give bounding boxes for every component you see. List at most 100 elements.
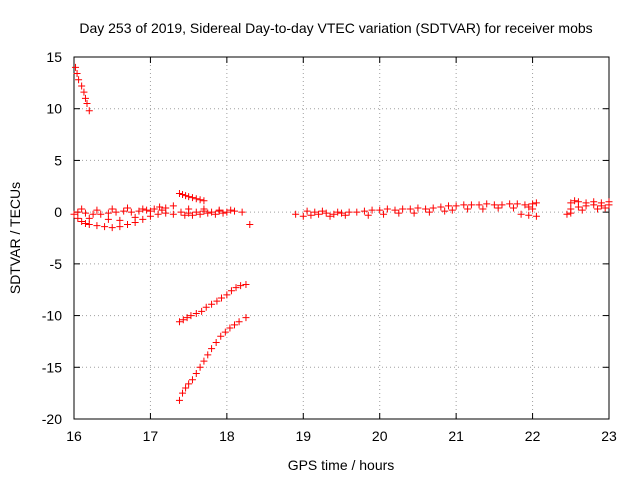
data-point-main-band xyxy=(422,205,430,213)
data-point-main-band xyxy=(135,207,143,215)
data-point-lower-arc xyxy=(235,318,243,326)
data-point-main-band xyxy=(78,217,86,225)
data-point-lower-arc xyxy=(217,332,225,340)
data-point-middle-arc xyxy=(175,318,183,326)
x-tick-label: 19 xyxy=(295,428,311,444)
data-point-main-band xyxy=(81,209,89,217)
data-point-main-band xyxy=(124,221,131,229)
x-tick-label: 17 xyxy=(143,428,159,444)
data-point-early-decline xyxy=(78,82,86,90)
data-point-main-band xyxy=(395,209,403,217)
data-point-lower-arc xyxy=(196,363,204,371)
data-point-main-band xyxy=(104,209,112,217)
data-point-main-band xyxy=(162,204,170,212)
data-point-main-band xyxy=(93,206,101,214)
data-point-lower-arc xyxy=(175,396,183,404)
data-point-main-band xyxy=(567,199,575,207)
data-point-main-band xyxy=(445,202,452,210)
data-point-main-band xyxy=(70,210,78,218)
data-point-lower-arc xyxy=(200,357,208,365)
data-point-main-band xyxy=(169,202,177,210)
data-point-main-band xyxy=(208,208,216,216)
data-point-main-band xyxy=(498,201,506,209)
data-point-main-band xyxy=(364,211,372,219)
data-point-main-band xyxy=(326,212,334,220)
y-tick-label: -20 xyxy=(42,411,62,427)
y-tick-label: -5 xyxy=(50,256,63,272)
data-point-middle-arc xyxy=(237,282,245,290)
data-point-main-band xyxy=(181,211,189,219)
data-point-main-band xyxy=(605,201,613,209)
data-point-main-band xyxy=(104,215,112,223)
data-point-middle-arc xyxy=(242,281,250,289)
data-point-main-band xyxy=(567,209,575,217)
data-point-main-band xyxy=(185,205,193,213)
data-point-main-band xyxy=(97,210,105,218)
data-point-upper-short-arc xyxy=(196,196,204,204)
data-point-middle-arc xyxy=(227,287,235,295)
data-point-main-band xyxy=(81,220,89,228)
x-tick-label: 21 xyxy=(448,428,464,444)
data-point-early-decline xyxy=(85,107,93,115)
data-point-middle-arc xyxy=(187,312,195,320)
data-point-main-band xyxy=(139,215,147,223)
data-point-lower-arc xyxy=(188,376,196,384)
data-point-lower-arc xyxy=(179,389,187,397)
data-point-early-decline xyxy=(73,70,81,78)
data-point-main-band xyxy=(307,211,315,219)
data-point-main-band xyxy=(315,210,323,218)
data-point-main-band xyxy=(318,207,326,215)
y-tick-label: 5 xyxy=(54,152,62,168)
data-point-upper-short-arc xyxy=(188,194,196,202)
data-point-main-band xyxy=(479,205,487,213)
data-point-main-band xyxy=(452,202,460,210)
data-point-main-band xyxy=(574,203,582,211)
data-point-main-band xyxy=(448,206,456,214)
data-point-main-band xyxy=(509,204,517,212)
data-point-main-band xyxy=(143,206,151,214)
data-point-main-band xyxy=(192,208,200,216)
data-point-middle-arc xyxy=(179,316,187,324)
data-point-lower-arc xyxy=(226,324,234,332)
data-point-early-decline xyxy=(72,63,80,71)
data-point-lower-arc xyxy=(192,369,200,377)
data-point-upper-short-arc xyxy=(175,190,183,198)
data-point-main-band xyxy=(146,207,154,215)
data-point-lower-arc xyxy=(231,321,238,329)
data-point-upper-short-arc xyxy=(182,192,190,200)
y-tick-label: 0 xyxy=(54,204,62,220)
data-point-main-band xyxy=(376,206,384,214)
data-point-main-band xyxy=(116,216,124,224)
data-point-main-band xyxy=(345,208,353,216)
data-point-main-band xyxy=(437,203,445,211)
data-point-main-band xyxy=(368,206,376,214)
data-point-main-band xyxy=(490,201,498,209)
data-point-main-band xyxy=(303,207,311,215)
data-point-main-band xyxy=(464,205,472,213)
data-point-main-band xyxy=(525,211,533,219)
data-point-main-band xyxy=(425,208,433,216)
data-point-main-band xyxy=(597,202,605,210)
data-point-middle-arc xyxy=(213,297,221,305)
data-point-main-band xyxy=(127,208,135,216)
data-points xyxy=(70,63,613,404)
data-point-main-band xyxy=(529,205,537,213)
data-point-main-band xyxy=(532,199,540,207)
data-point-main-band xyxy=(124,204,131,212)
data-point-middle-arc xyxy=(202,303,210,311)
grid xyxy=(74,57,609,419)
data-point-middle-arc xyxy=(208,300,216,308)
x-tick-label: 20 xyxy=(372,428,388,444)
data-point-main-band xyxy=(108,224,116,232)
data-point-main-band xyxy=(594,205,602,213)
data-point-main-band xyxy=(238,208,246,216)
data-point-main-band xyxy=(441,207,449,215)
data-point-main-band xyxy=(475,201,483,209)
data-point-main-band xyxy=(414,204,422,212)
data-point-main-band xyxy=(517,210,525,218)
data-point-main-band xyxy=(513,200,521,208)
plot-frame xyxy=(73,56,610,420)
data-point-main-band xyxy=(334,208,342,216)
data-point-main-band xyxy=(246,221,254,229)
data-point-main-band xyxy=(219,209,227,217)
